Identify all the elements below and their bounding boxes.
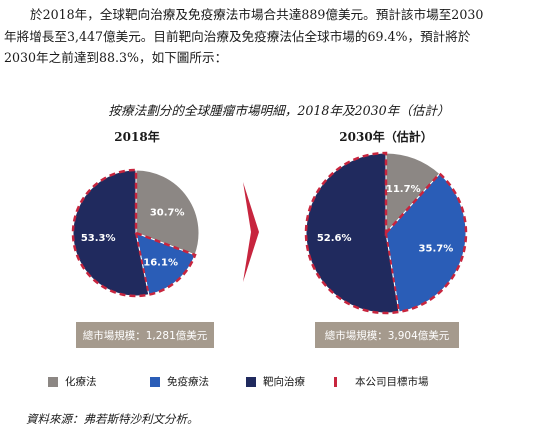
- pie-2018-label-immuno: 16.1%: [143, 258, 178, 269]
- chart-title: 按療法劃分的全球腫瘤市場明細，2018年及2030年（估計）: [108, 103, 450, 118]
- pie-2018-title: 2018年: [114, 130, 160, 144]
- pie-2030-label-immuno: 35.7%: [419, 244, 454, 255]
- legend-swatch-immuno: [150, 376, 160, 387]
- pie-2030-target-market-outline: [304, 151, 468, 315]
- intro-line-1: 於2018年，全球靶向治療及免疫療法市場合共達889億美元。預計該市場至2030: [30, 7, 484, 22]
- pie-2018-slice-chemo: [135, 169, 200, 256]
- intro-paragraph: 於2018年，全球靶向治療及免疫療法市場合共達889億美元。預計該市場至2030…: [4, 4, 552, 69]
- legend-label-targeted: 靶向治療: [263, 376, 305, 388]
- legend-item-chemo: 化療法: [48, 374, 97, 389]
- pie-2018-label-targeted: 53.3%: [81, 233, 116, 244]
- intro-line-2: 年將增長至3,447億美元。目前靶向治療及免疫療法佔全球市場的69.4%，預計將…: [4, 28, 471, 44]
- pie-2018-label-chemo: 30.7%: [150, 207, 185, 218]
- total-market-2030: 總市場規模：3,904億美元: [315, 322, 459, 348]
- legend-label-target-market: 本公司目標市場: [355, 376, 429, 388]
- source-note: 資料來源：弗若斯特沙利文分析。: [26, 412, 199, 426]
- intro-line-3: 2030年之前達到88.3%，如下圖所示：: [4, 50, 228, 65]
- legend-swatch-targeted: [246, 376, 256, 387]
- legend-item-target-market: 本公司目標市場: [334, 374, 429, 389]
- transition-arrow: [243, 182, 259, 282]
- pie-2018: 30.7% 16.1% 53.3%: [71, 168, 200, 298]
- pie-2030-title: 2030年（估計）: [339, 130, 433, 144]
- pie-2030: 11.7% 35.7% 52.6%: [304, 151, 468, 315]
- legend-swatch-chemo: [48, 376, 58, 387]
- legend-label-immuno: 免疫療法: [167, 376, 209, 388]
- total-market-2018: 總市場規模：1,281億美元: [76, 322, 214, 348]
- legend-item-immuno: 免疫療法: [150, 374, 209, 389]
- pie-2018-target-divider: [135, 232, 150, 295]
- pie-2018-target-market-outline: [71, 168, 197, 298]
- pie-2030-label-chemo: 11.7%: [386, 184, 421, 195]
- legend-swatch-target-market: [334, 376, 350, 387]
- legend-item-targeted: 靶向治療: [246, 374, 305, 389]
- pie-2030-target-divider: [385, 232, 400, 313]
- pie-2030-label-targeted: 52.6%: [317, 233, 352, 244]
- legend-label-chemo: 化療法: [65, 376, 97, 388]
